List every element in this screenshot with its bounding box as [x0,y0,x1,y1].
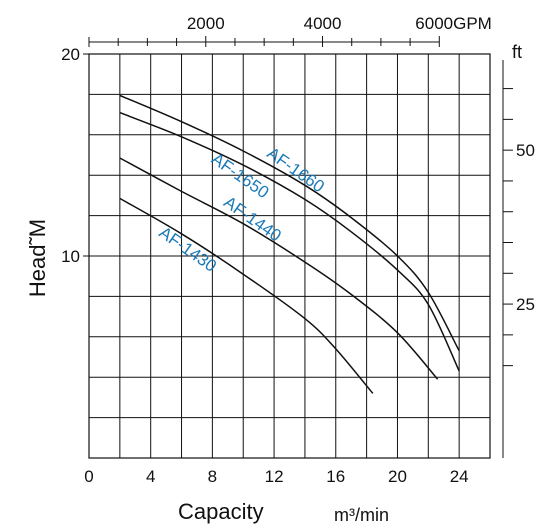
right-tick-label: 25 [516,295,535,314]
x-tick-label: 12 [265,467,284,486]
top-tick-label: 4000 [304,14,342,33]
x-tick-label: 4 [146,467,155,486]
top-tick-label: 2000 [187,14,225,33]
right-tick-label: 50 [516,141,535,160]
series-label: AF-1430 [156,223,220,276]
top-tick-label: 6000GPM [415,14,492,33]
series-line-af-1650 [119,111,460,372]
series-label: AF-1440 [220,193,284,246]
grid [88,53,491,459]
series-line-af-1430 [119,197,374,394]
x-tick-label: 8 [208,467,217,486]
axis-ticks: 0 4 8 12 16 20 24 20 10 2000 4000 6000GPM 50 25 [61,14,535,486]
series-curves [119,94,460,394]
x-tick-label: 24 [450,467,469,486]
y-tick-label: 20 [61,45,80,64]
x-axis-unit: m³/min [334,505,389,525]
y-tick-label: 10 [61,247,80,266]
series-label: AF-1660 [264,143,328,196]
x-tick-label: 16 [326,467,345,486]
x-tick-label: 20 [388,467,407,486]
y-axis-title: Head˜M [25,219,50,297]
x-axis-title: Capacity [178,499,264,524]
right-axis-unit: ft [512,42,522,62]
x-tick-label: 0 [84,467,93,486]
series-line-af-1660 [119,94,460,352]
series-line-af-1440 [119,157,439,380]
